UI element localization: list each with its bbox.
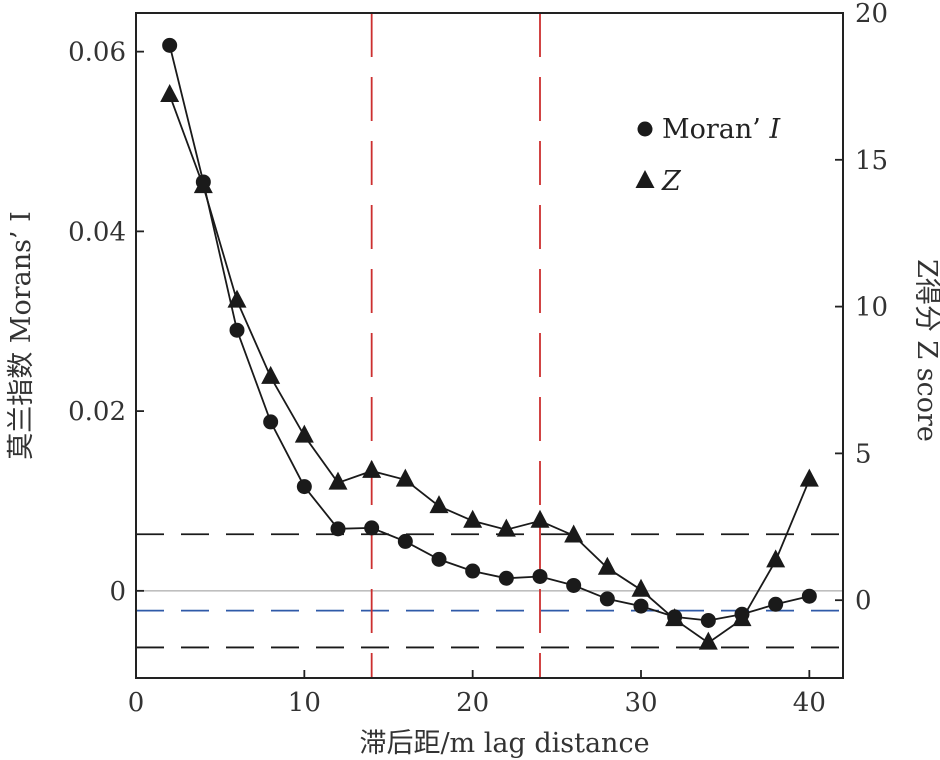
z-point <box>698 631 718 650</box>
moran-point <box>330 521 346 537</box>
x-tick-label: 10 <box>288 688 321 718</box>
moran-point <box>364 520 380 536</box>
z-point <box>530 509 550 528</box>
y-left-tick-label: 0 <box>109 577 126 607</box>
y-right-tick-label: 0 <box>855 586 872 616</box>
z-point <box>227 289 247 308</box>
z-point <box>395 468 415 487</box>
moran-point <box>263 414 279 430</box>
x-tick-label: 30 <box>624 688 657 718</box>
z-point <box>160 84 180 103</box>
z-point <box>564 524 584 543</box>
legend-marker-circle <box>637 121 653 137</box>
y-left-tick-label: 0.06 <box>68 38 126 68</box>
moran-point <box>768 596 784 612</box>
y-left-tick-label: 0.04 <box>68 217 126 247</box>
z-point <box>766 549 786 568</box>
moran-point <box>599 591 615 607</box>
z-point <box>261 365 281 384</box>
plot-frame <box>135 12 844 679</box>
z-point <box>429 495 449 514</box>
moran-point <box>431 551 447 567</box>
axis-ticks: 0 10 20 30 40 0 0.02 0.04 0.06 0 5 10 15 20 <box>68 0 888 718</box>
moran-point <box>566 577 582 593</box>
y-right-tick-label: 10 <box>855 293 888 323</box>
series-line-2 <box>168 94 811 644</box>
y-right-tick-label: 5 <box>855 439 872 469</box>
moran-point <box>633 598 649 614</box>
moran-point <box>532 568 548 584</box>
legend: Moran’ I Z <box>635 114 781 197</box>
moran-point <box>700 612 716 628</box>
x-tick-label: 40 <box>793 688 826 718</box>
moran-point <box>229 322 245 338</box>
y-right-tick-label: 15 <box>855 146 888 176</box>
moran-point <box>397 533 413 549</box>
z-point <box>732 608 752 627</box>
z-point <box>665 608 685 627</box>
data-markers <box>160 37 819 650</box>
z-point <box>496 518 516 537</box>
moran-point <box>498 570 514 586</box>
y-axis-label-left: 莫兰指数 Morans’ I <box>6 211 37 460</box>
y-right-tick-label: 20 <box>855 0 888 29</box>
x-tick-label: 0 <box>128 688 145 718</box>
x-axis-label: 滞后距/m lag distance <box>359 728 649 759</box>
z-point <box>463 509 483 528</box>
moran-point <box>801 588 817 604</box>
legend-label: Moran’ I <box>662 114 781 145</box>
legend-label-italic: Z <box>661 166 682 197</box>
legend-marker-triangle <box>635 170 655 188</box>
moran-point <box>162 37 178 53</box>
reference-lines <box>136 13 843 678</box>
z-point <box>799 468 819 487</box>
y-left-tick-label: 0.02 <box>68 397 126 427</box>
z-point <box>193 175 213 194</box>
z-point <box>631 578 651 597</box>
z-point <box>294 424 314 443</box>
y-axis-label-right: Z得分 Z score <box>911 259 940 442</box>
x-tick-label: 20 <box>456 688 489 718</box>
legend-label: Z <box>661 166 682 197</box>
legend-label-text: Moran’ <box>662 114 769 145</box>
moran-point <box>465 563 481 579</box>
moran-point <box>296 479 312 495</box>
z-point <box>328 471 348 490</box>
legend-label-italic: I <box>768 114 781 145</box>
z-point <box>362 459 382 478</box>
z-point <box>597 556 617 575</box>
